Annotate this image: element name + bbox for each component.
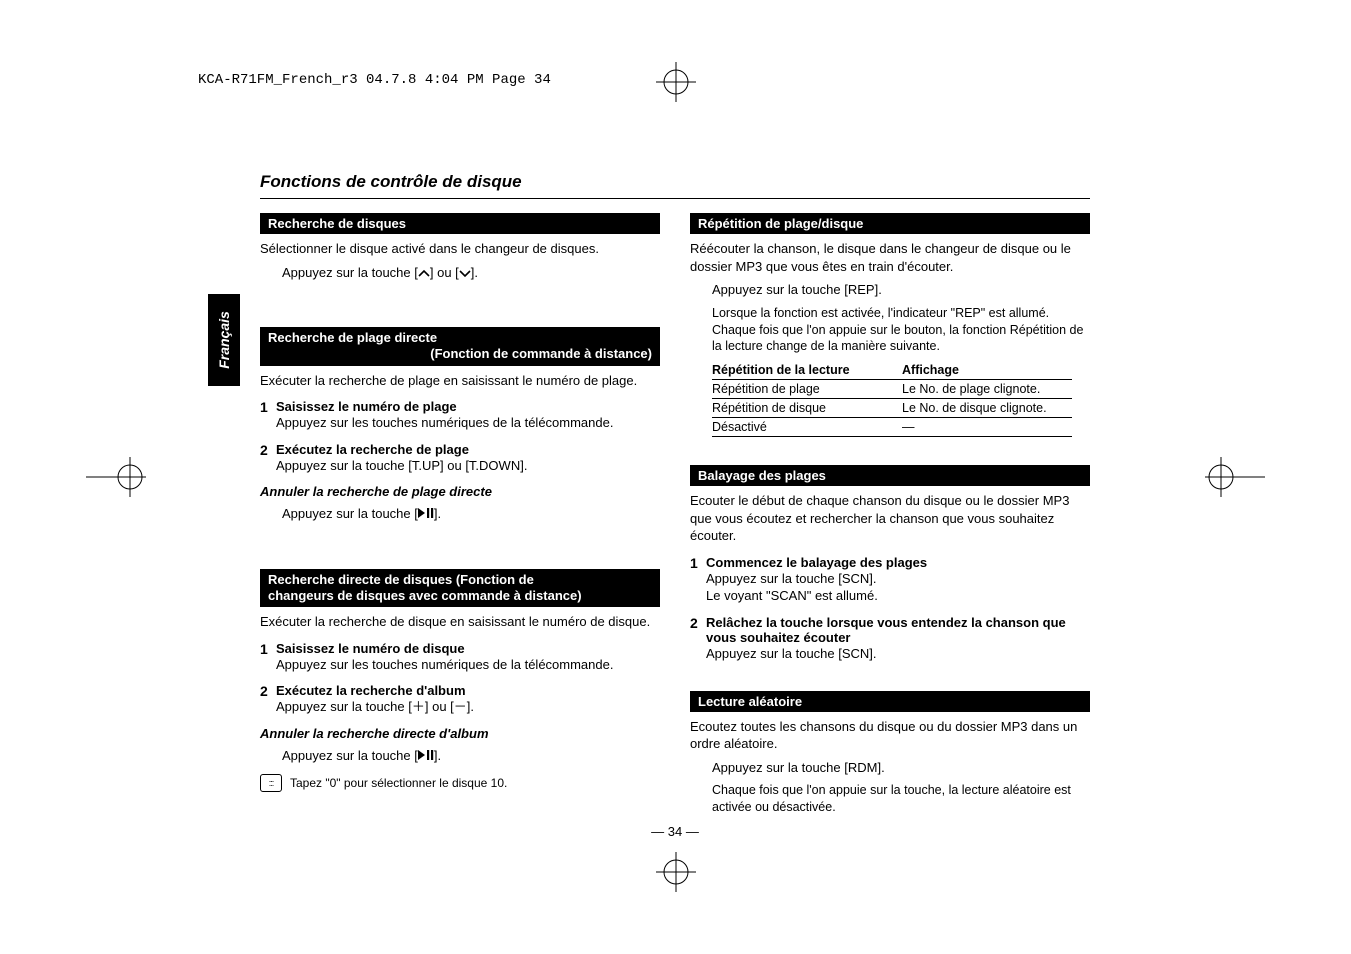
registration-mark-right-icon (1205, 457, 1265, 497)
left-column: Recherche de disques Sélectionner le dis… (260, 209, 660, 816)
step-title: Relâchez la touche lorsque vous entendez… (706, 615, 1090, 645)
section-heading-scan: Balayage des plages (690, 465, 1090, 486)
text-fragment: Appuyez sur la touche [ (282, 748, 418, 763)
registration-mark-left-icon (86, 457, 146, 497)
text-fragment: Appuyez sur la touche [ (282, 506, 418, 521)
cancel-text: Appuyez sur la touche []. (282, 747, 660, 765)
play-pause-icon (418, 750, 434, 760)
registration-mark-top-icon (656, 62, 696, 102)
step-text: Appuyez sur la touche [SCN]. (706, 570, 1090, 588)
step-2: 2 Exécutez la recherche d'album Appuyez … (260, 683, 660, 716)
page-title: Fonctions de contrôle de disque (260, 172, 1090, 192)
step-text: Appuyez sur les touches numériques de la… (276, 656, 660, 674)
section-heading-random: Lecture aléatoire (690, 691, 1090, 712)
heading-line: Recherche de plage directe (268, 330, 437, 345)
table-cell: Le No. de disque clignote. (902, 401, 1072, 415)
table-row: Désactivé — (712, 418, 1072, 437)
step-text: Le voyant "SCAN" est allumé. (706, 587, 1090, 605)
columns: Recherche de disques Sélectionner le dis… (260, 209, 1090, 816)
step-2: 2 Exécutez la recherche de plage Appuyez… (260, 442, 660, 475)
heading-line: (Fonction de commande à distance) (268, 346, 652, 362)
section-intro: Exécuter la recherche de plage en saisis… (260, 372, 660, 390)
table-header: Répétition de la lecture (712, 363, 902, 377)
repeat-table: Répétition de la lecture Affichage Répét… (712, 361, 1072, 437)
table-cell: Le No. de plage clignote. (902, 382, 1072, 396)
text-fragment: ]. (434, 506, 441, 521)
table-row: Répétition de disque Le No. de disque cl… (712, 399, 1072, 418)
step-1: 1 Commencez le balayage des plages Appuy… (690, 555, 1090, 605)
step-title: Exécutez la recherche de plage (276, 442, 660, 457)
section-heading-repeat: Répétition de plage/disque (690, 213, 1090, 234)
step-text: Appuyez sur les touches numériques de la… (276, 414, 660, 432)
page: KCA-R71FM_French_r3 04.7.8 4:04 PM Page … (0, 0, 1351, 954)
table-cell: Répétition de plage (712, 382, 902, 396)
step-2: 2 Relâchez la touche lorsque vous entend… (690, 615, 1090, 663)
cancel-heading: Annuler la recherche de plage directe (260, 484, 660, 499)
chevron-up-icon (418, 269, 430, 278)
step-title: Saisissez le numéro de plage (276, 399, 660, 414)
table-row: Répétition de plage Le No. de plage clig… (712, 380, 1072, 399)
title-rule (260, 198, 1090, 199)
section-intro: Sélectionner le disque activé dans le ch… (260, 240, 660, 258)
note: ::: Tapez "0" pour sélectionner le disqu… (260, 774, 660, 792)
step-number: 2 (260, 683, 276, 716)
step-1: 1 Saisissez le numéro de plage Appuyez s… (260, 399, 660, 432)
section-heading-disc-search: Recherche de disques (260, 213, 660, 234)
instruction-text: Appuyez sur la touche [ ] ou []. (282, 264, 660, 282)
step-title: Commencez le balayage des plages (706, 555, 1090, 570)
cancel-heading: Annuler la recherche directe d'album (260, 726, 660, 741)
section-desc: Chaque fois que l'on appuie sur la touch… (712, 782, 1090, 816)
step-number: 1 (260, 641, 276, 674)
registration-mark-bottom-icon (656, 852, 696, 892)
language-tab-label: Français (216, 311, 232, 369)
right-column: Répétition de plage/disque Réécouter la … (690, 209, 1090, 816)
text-fragment: Appuyez sur la touche [ (282, 265, 418, 280)
section-intro: Réécouter la chanson, le disque dans le … (690, 240, 1090, 275)
step-number: 1 (260, 399, 276, 432)
table-cell: Répétition de disque (712, 401, 902, 415)
section-intro: Exécuter la recherche de disque en saisi… (260, 613, 660, 631)
page-number: — 34 — (260, 824, 1090, 839)
step-text: Appuyez sur la touche [T.UP] ou [T.DOWN]… (276, 457, 660, 475)
table-header-row: Répétition de la lecture Affichage (712, 361, 1072, 380)
instruction-text: Appuyez sur la touche [RDM]. (712, 759, 1090, 777)
heading-line: Recherche directe de disques (Fonction d… (268, 572, 534, 587)
step-title: Exécutez la recherche d'album (276, 683, 660, 698)
text-fragment: ] ou [ (430, 265, 459, 280)
step-text: Appuyez sur la touche [SCN]. (706, 645, 1090, 663)
table-header: Affichage (902, 363, 1072, 377)
step-1: 1 Saisissez le numéro de disque Appuyez … (260, 641, 660, 674)
note-text: Tapez "0" pour sélectionner le disque 10… (290, 776, 507, 790)
play-pause-icon (418, 508, 434, 518)
text-fragment: ]. (471, 265, 478, 280)
print-header: KCA-R71FM_French_r3 04.7.8 4:04 PM Page … (198, 72, 551, 88)
cancel-text: Appuyez sur la touche []. (282, 505, 660, 523)
step-number: 1 (690, 555, 706, 605)
step-number: 2 (260, 442, 276, 475)
section-intro: Ecouter le début de chaque chanson du di… (690, 492, 1090, 545)
step-number: 2 (690, 615, 706, 663)
remote-icon: ::: (260, 774, 282, 792)
section-heading-track-search: Recherche de plage directe (Fonction de … (260, 327, 660, 366)
section-desc: Lorsque la fonction est activée, l'indic… (712, 305, 1090, 356)
section-heading-disc-direct: Recherche directe de disques (Fonction d… (260, 569, 660, 608)
text-fragment: ]. (434, 748, 441, 763)
chevron-down-icon (459, 269, 471, 278)
table-cell: Désactivé (712, 420, 902, 434)
heading-line: changeurs de disques avec commande à dis… (268, 588, 582, 603)
instruction-text: Appuyez sur la touche [REP]. (712, 281, 1090, 299)
step-text: Appuyez sur la touche [＋] ou [－]. (276, 698, 660, 716)
section-intro: Ecoutez toutes les chansons du disque ou… (690, 718, 1090, 753)
step-title: Saisissez le numéro de disque (276, 641, 660, 656)
table-cell: — (902, 420, 1072, 434)
content-area: Fonctions de contrôle de disque Recherch… (260, 172, 1090, 839)
language-tab: Français (208, 294, 240, 386)
